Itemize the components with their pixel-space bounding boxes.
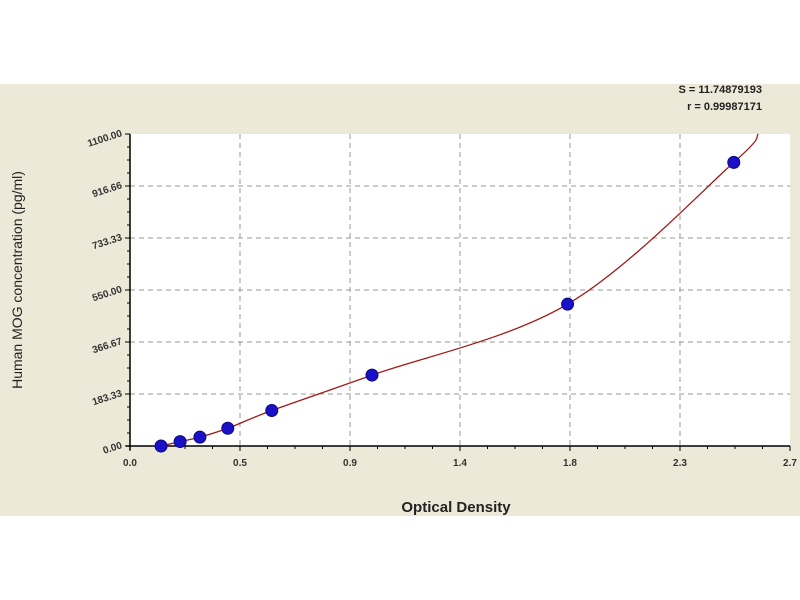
y-tick-label: 0.00 xyxy=(102,440,124,457)
data-point xyxy=(173,435,187,449)
y-tick-label: 550.00 xyxy=(91,284,124,304)
x-axis-label: Optical Density xyxy=(401,499,511,516)
y-tick-label: 183.33 xyxy=(91,388,124,408)
chart-panel: S = 11.74879193 r = 0.99987171 0.0 0.5 0.9… xyxy=(0,84,800,516)
x-tick-label: 2.3 xyxy=(673,458,687,469)
s-statistic: S = 11.74879193 xyxy=(678,84,763,96)
y-tick-label: 1100.00 xyxy=(86,128,124,150)
data-point xyxy=(154,439,168,453)
standard-curve-chart: 0.0 0.5 0.9 1.4 1.8 2.3 2.7 0.00 183.33 366.67 550… xyxy=(9,128,797,516)
x-tick-label: 2.7 xyxy=(783,458,797,469)
y-tick-label: 733.33 xyxy=(91,232,124,252)
data-point xyxy=(221,421,235,435)
x-tick-label: 1.8 xyxy=(563,458,577,469)
data-point xyxy=(365,368,379,382)
x-tick-label: 0.9 xyxy=(343,458,357,469)
data-point xyxy=(265,404,279,418)
x-tick-label: 0.5 xyxy=(233,458,247,469)
y-tick-label: 366.67 xyxy=(91,336,124,356)
x-tick-label: 0.0 xyxy=(123,458,137,469)
data-point xyxy=(727,155,741,169)
x-tick-label: 1.4 xyxy=(453,458,467,469)
data-point xyxy=(193,430,207,444)
data-point xyxy=(561,297,575,311)
y-axis-label: Human MOG concentration (pg/ml) xyxy=(9,171,25,389)
r-statistic: r = 0.99987171 xyxy=(687,101,762,113)
y-tick-label: 916.66 xyxy=(91,180,124,200)
